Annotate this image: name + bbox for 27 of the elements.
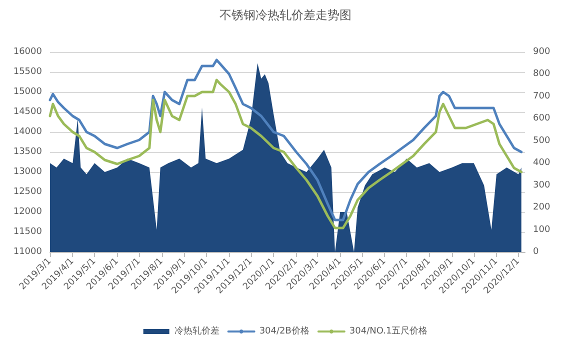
y-tick-label: 14000 bbox=[13, 127, 42, 137]
y-tick-label: 11000 bbox=[13, 247, 42, 257]
y-tick-label: 12000 bbox=[13, 207, 42, 217]
legend-label: 304/NO.1五尺价格 bbox=[349, 326, 428, 336]
legend-label: 冷热轧价差 bbox=[174, 326, 220, 336]
y2-tick-label: 200 bbox=[533, 202, 550, 213]
y2-tick-label: 0 bbox=[533, 247, 539, 257]
y-tick-label: 12500 bbox=[13, 187, 42, 197]
y2-tick-label: 800 bbox=[533, 69, 550, 80]
y-tick-label: 16000 bbox=[13, 47, 42, 57]
y2-tick-label: 700 bbox=[533, 91, 550, 102]
line-series bbox=[48, 78, 523, 230]
legend-label: 304/2B价格 bbox=[259, 326, 310, 336]
y-tick-label: 14500 bbox=[13, 107, 42, 117]
y2-tick-label: 600 bbox=[533, 114, 550, 124]
y2-tick-label: 400 bbox=[533, 158, 550, 168]
y-tick-label: 13500 bbox=[13, 147, 42, 157]
y-tick-label: 15500 bbox=[13, 67, 42, 77]
y2-tick-label: 100 bbox=[533, 224, 550, 235]
y-tick-label: 11500 bbox=[13, 227, 42, 237]
y2-tick-label: 300 bbox=[533, 180, 550, 190]
y-tick-label: 15000 bbox=[13, 87, 42, 97]
y2-tick-label: 900 bbox=[533, 47, 550, 57]
chart-title: 不锈钢冷热轧价差走势图 bbox=[220, 8, 352, 22]
y2-tick-label: 500 bbox=[533, 136, 550, 146]
line-series bbox=[48, 58, 523, 222]
y-tick-label: 13000 bbox=[13, 167, 42, 177]
